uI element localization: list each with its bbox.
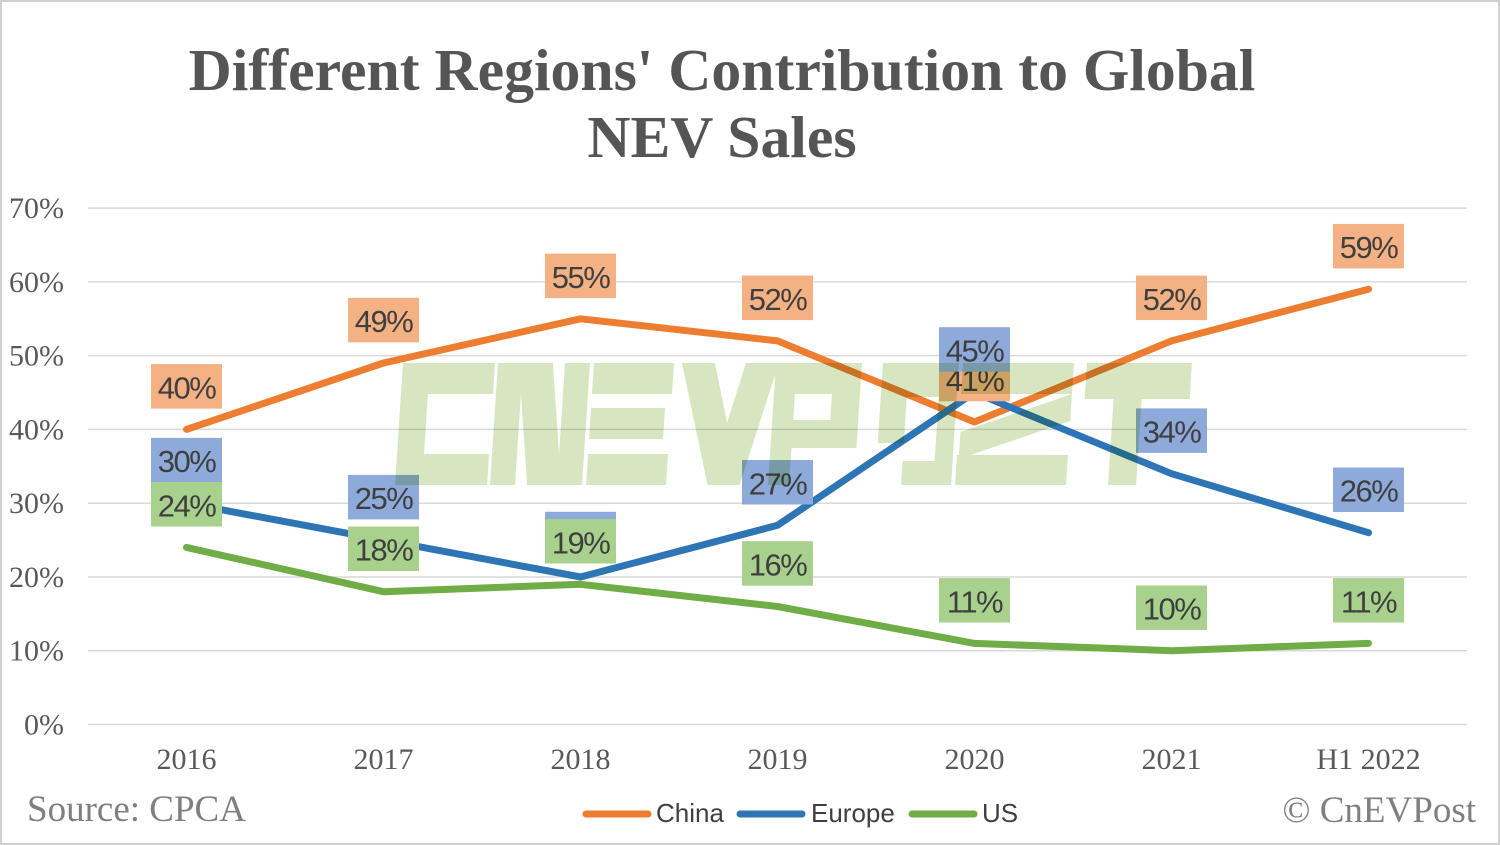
svg-text:19%: 19% [552, 525, 610, 560]
svg-text:25%: 25% [355, 481, 413, 516]
svg-text:59%: 59% [1340, 230, 1398, 265]
svg-text:49%: 49% [355, 304, 413, 339]
svg-text:24%: 24% [158, 488, 216, 523]
svg-text:30%: 30% [158, 444, 216, 479]
svg-text:US: US [982, 798, 1018, 828]
svg-text:Europe: Europe [811, 798, 895, 828]
svg-text:55%: 55% [552, 260, 610, 295]
svg-text:NEV Sales: NEV Sales [587, 104, 856, 170]
svg-text:0%: 0% [24, 709, 64, 742]
svg-text:10%: 10% [9, 635, 64, 668]
svg-text:26%: 26% [1340, 474, 1398, 509]
svg-text:2021: 2021 [1142, 743, 1202, 776]
svg-text:© CnEVPost: © CnEVPost [1282, 790, 1476, 831]
svg-text:50%: 50% [9, 340, 64, 373]
svg-text:40%: 40% [9, 413, 64, 446]
svg-text:2018: 2018 [551, 743, 611, 776]
svg-text:H1 2022: H1 2022 [1316, 743, 1420, 776]
svg-text:16%: 16% [749, 548, 807, 583]
svg-text:10%: 10% [1143, 592, 1201, 627]
svg-text:2020: 2020 [945, 743, 1005, 776]
svg-text:2019: 2019 [748, 743, 808, 776]
svg-text:45%: 45% [946, 334, 1004, 369]
svg-text:34%: 34% [1143, 415, 1201, 450]
svg-text:2017: 2017 [354, 743, 414, 776]
svg-text:Source: CPCA: Source: CPCA [27, 789, 246, 830]
svg-text:52%: 52% [749, 282, 807, 317]
svg-text:40%: 40% [158, 370, 216, 405]
svg-text:70%: 70% [9, 192, 64, 225]
svg-text:60%: 60% [9, 266, 64, 299]
svg-text:18%: 18% [355, 533, 413, 568]
svg-text:Different Regions' Contributio: Different Regions' Contribution to Globa… [189, 37, 1256, 103]
svg-text:11%: 11% [947, 584, 1003, 619]
svg-text:2016: 2016 [157, 743, 217, 776]
svg-text:52%: 52% [1143, 282, 1201, 317]
svg-text:11%: 11% [1341, 584, 1397, 619]
svg-text:30%: 30% [9, 487, 64, 520]
svg-text:China: China [656, 798, 724, 828]
svg-text:20%: 20% [9, 561, 64, 594]
